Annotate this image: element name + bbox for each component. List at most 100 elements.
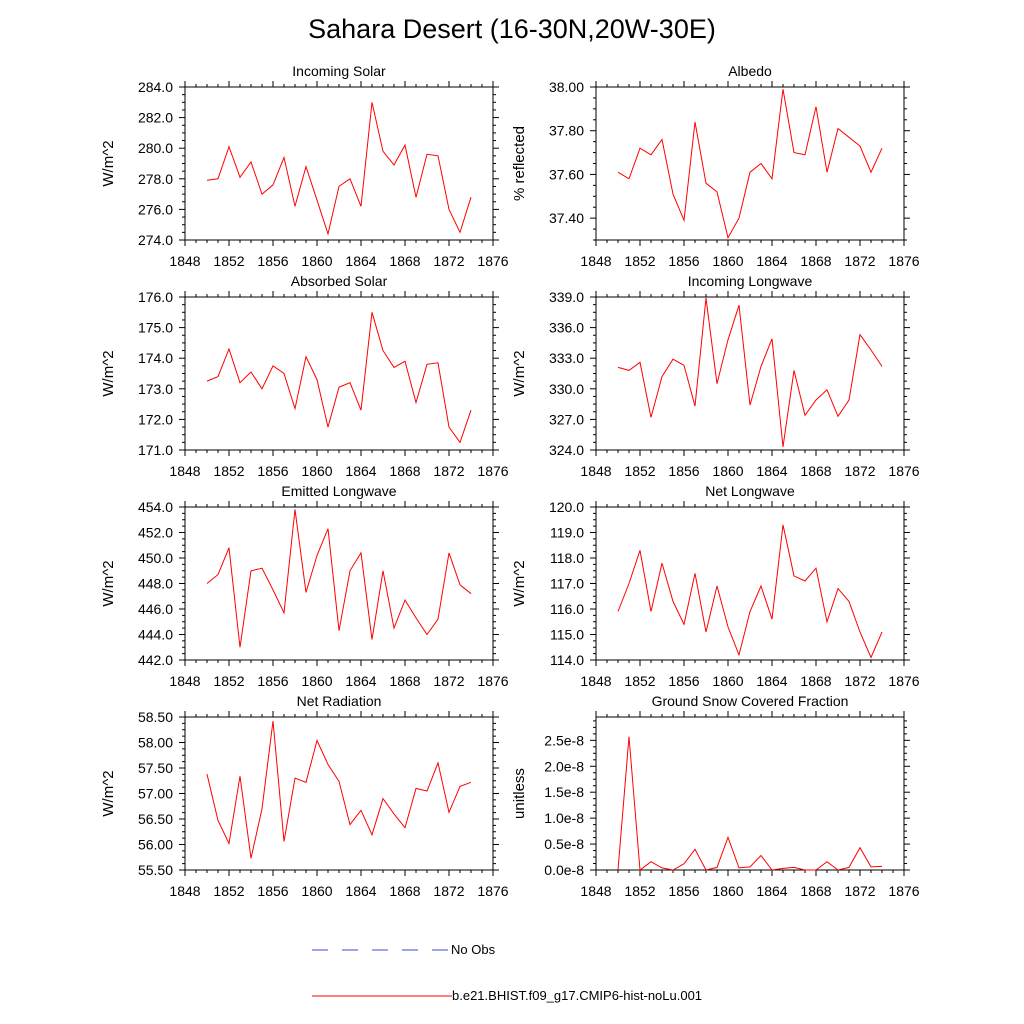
y-tick-label: 284.0	[138, 79, 173, 95]
y-tick-label: 280.0	[138, 140, 173, 156]
x-tick-label: 1876	[888, 883, 919, 899]
x-tick-label: 1848	[169, 883, 200, 899]
x-tick-label: 1852	[624, 883, 655, 899]
x-tick-label: 1852	[213, 883, 244, 899]
y-tick-label: 57.00	[138, 786, 173, 802]
panel-title: Incoming Solar	[292, 63, 386, 79]
y-tick-label: 452.0	[138, 525, 173, 541]
x-tick-label: 1868	[800, 463, 831, 479]
y-tick-label: 324.0	[549, 442, 584, 458]
panel-title: Emitted Longwave	[281, 483, 396, 499]
legend-label-model: b.e21.BHIST.f09_g17.CMIP6-hist-noLu.001	[452, 988, 703, 1003]
x-tick-label: 1864	[756, 883, 787, 899]
x-tick-label: 1872	[433, 253, 464, 269]
panel-1: 1848 1852 1856 1860 1864 1868 1872 1876 37.40 37.…	[511, 63, 920, 269]
y-axis-label: W/m^2	[511, 350, 528, 396]
x-tick-label: 1860	[301, 253, 332, 269]
series-line	[206, 312, 472, 444]
y-tick-label: 173.0	[138, 381, 173, 397]
y-tick-label: 454.0	[138, 499, 173, 515]
x-tick-label: 1860	[712, 463, 743, 479]
x-tick-label: 1860	[301, 673, 332, 689]
x-tick-label: 1852	[624, 673, 655, 689]
y-tick-label: 115.0	[550, 627, 584, 643]
legend-model-line	[312, 995, 452, 997]
y-tick-label: 37.40	[549, 210, 584, 226]
series-line	[617, 297, 883, 447]
legend-label-no-obs: No Obs	[451, 942, 496, 957]
series-line	[206, 721, 472, 859]
x-tick-label: 1848	[580, 463, 611, 479]
x-tick-label: 1876	[477, 883, 508, 899]
x-tick-label: 1864	[756, 253, 787, 269]
panel-frame	[184, 86, 494, 241]
x-tick-label: 1868	[800, 673, 831, 689]
y-tick-label: 0.5e-8	[544, 836, 584, 852]
y-tick-label: 174.0	[138, 350, 173, 366]
y-tick-label: 339.0	[549, 289, 584, 305]
y-tick-label: 327.0	[549, 411, 584, 427]
x-tick-label: 1876	[888, 463, 919, 479]
x-tick-label: 1872	[844, 673, 875, 689]
y-tick-label: 117.0	[550, 576, 584, 592]
panel-7: 1848 1852 1856 1860 1864 1868 1872 1876 0.0e-8 0.…	[511, 693, 920, 899]
y-tick-label: 172.0	[138, 411, 173, 427]
y-tick-label: 1.5e-8	[544, 784, 584, 800]
x-tick-label: 1864	[345, 883, 376, 899]
y-tick-label: 57.50	[138, 760, 173, 776]
x-tick-label: 1864	[345, 463, 376, 479]
series-line	[206, 102, 472, 236]
y-tick-label: 176.0	[138, 289, 173, 305]
y-tick-label: 0.0e-8	[544, 862, 584, 878]
y-tick-label: 274.0	[138, 232, 173, 248]
y-axis-label: % reflected	[511, 126, 528, 201]
y-tick-label: 282.0	[138, 110, 173, 126]
y-tick-label: 55.50	[138, 862, 173, 878]
x-tick-label: 1872	[433, 463, 464, 479]
series-line	[617, 736, 883, 871]
x-tick-label: 1848	[580, 883, 611, 899]
panel-frame	[184, 716, 494, 871]
x-tick-label: 1848	[169, 673, 200, 689]
y-tick-label: 37.80	[549, 123, 584, 139]
panel-title: Absorbed Solar	[291, 273, 388, 289]
y-tick-label: 333.0	[549, 350, 584, 366]
panel-title: Incoming Longwave	[688, 273, 813, 289]
panel-5: 1848 1852 1856 1860 1864 1868 1872 1876 114.0 115…	[511, 483, 920, 689]
y-axis-label: W/m^2	[100, 770, 117, 816]
panel-title: Net Longwave	[705, 483, 795, 499]
panel-4: 1848 1852 1856 1860 1864 1868 1872 1876 442.0 444…	[100, 483, 509, 689]
x-tick-label: 1868	[800, 253, 831, 269]
x-tick-label: 1864	[345, 253, 376, 269]
legend-no-obs-line	[312, 949, 450, 951]
figure-title: Sahara Desert (16-30N,20W-30E)	[308, 14, 716, 44]
x-tick-label: 1856	[668, 883, 699, 899]
x-tick-label: 1872	[433, 673, 464, 689]
y-tick-label: 2.0e-8	[544, 758, 584, 774]
y-axis-label: W/m^2	[100, 350, 117, 396]
y-tick-label: 38.00	[549, 79, 584, 95]
x-tick-label: 1876	[888, 673, 919, 689]
y-tick-label: 276.0	[138, 201, 173, 217]
y-tick-label: 171.0	[138, 442, 173, 458]
y-tick-label: 444.0	[138, 627, 173, 643]
panel-3: 1848 1852 1856 1860 1864 1868 1872 1876 324.0 327…	[511, 273, 920, 479]
y-tick-label: 1.0e-8	[544, 810, 584, 826]
x-tick-label: 1868	[389, 253, 420, 269]
y-tick-label: 56.00	[138, 837, 173, 853]
x-tick-label: 1848	[169, 463, 200, 479]
x-tick-label: 1868	[800, 883, 831, 899]
panel-title: Ground Snow Covered Fraction	[652, 693, 849, 709]
panel-frame	[184, 506, 494, 661]
x-tick-label: 1860	[712, 883, 743, 899]
x-tick-label: 1860	[712, 253, 743, 269]
x-tick-label: 1868	[389, 463, 420, 479]
x-tick-label: 1856	[668, 673, 699, 689]
x-tick-label: 1860	[712, 673, 743, 689]
x-tick-label: 1852	[624, 463, 655, 479]
x-tick-label: 1856	[257, 673, 288, 689]
y-tick-label: 58.00	[138, 735, 173, 751]
x-tick-label: 1864	[345, 673, 376, 689]
x-tick-label: 1852	[213, 463, 244, 479]
